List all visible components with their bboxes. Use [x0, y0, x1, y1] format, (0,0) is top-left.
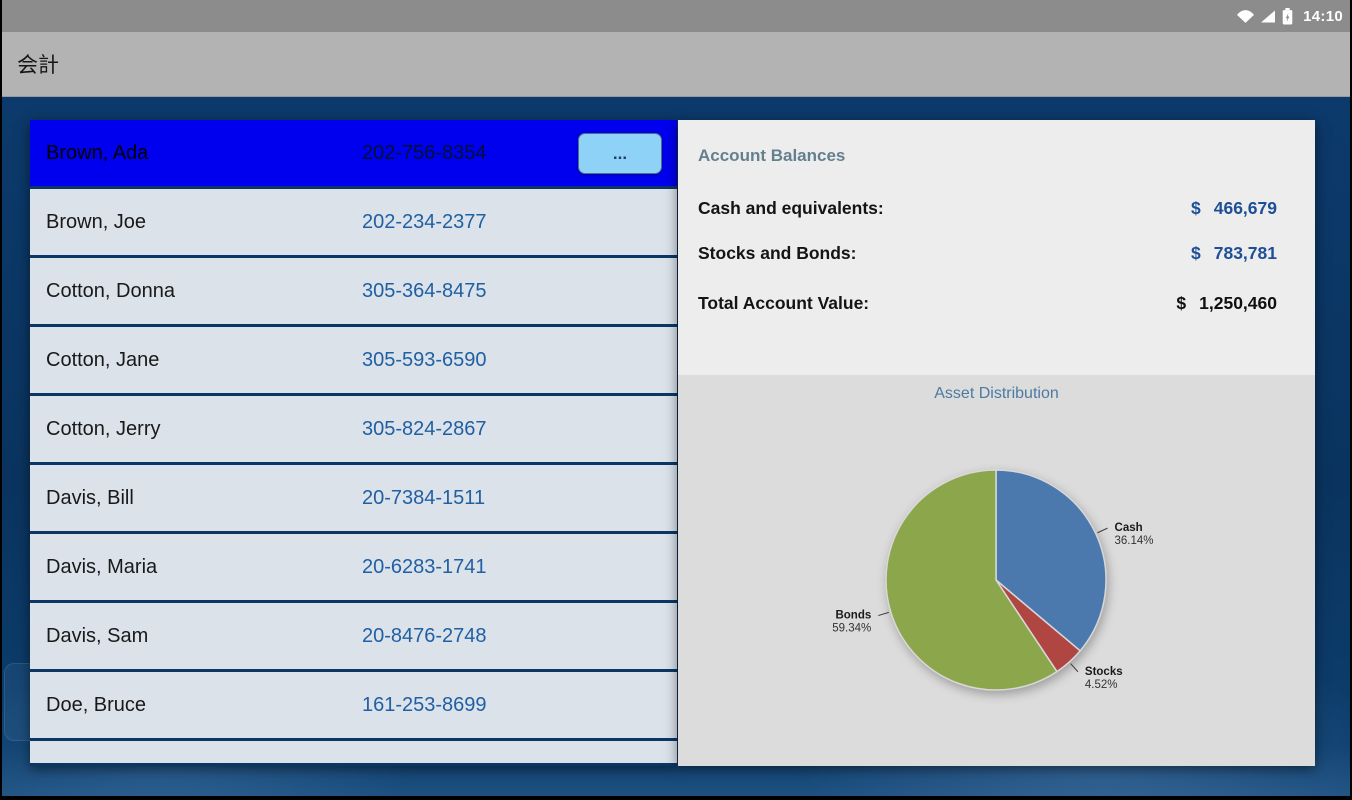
status-bar: 14:10 — [0, 0, 1352, 32]
account-balances-section: Account Balances Cash and equivalents: $… — [678, 120, 1315, 375]
pie-callout-line — [1070, 663, 1079, 673]
contact-list: Brown, Ada 202-756-8354 ... Brown, Joe 2… — [30, 120, 677, 766]
contact-name: Doe, Bruce — [46, 694, 147, 716]
balance-label: Stocks and Bonds: — [698, 243, 857, 263]
contact-name: Cotton, Jerry — [46, 418, 161, 440]
wifi-icon — [1237, 9, 1255, 23]
contact-row[interactable]: Davis, Sam 20-8476-2748 — [30, 603, 677, 672]
cellular-signal-icon — [1261, 10, 1276, 23]
account-panel: Account Balances Cash and equivalents: $… — [678, 120, 1315, 766]
balance-row-stocks-bonds: Stocks and Bonds: $783,781 — [698, 243, 1277, 264]
contact-row[interactable]: Brown, Ada 202-756-8354 ... — [30, 120, 677, 189]
battery-charging-icon — [1282, 7, 1293, 25]
contact-name: Davis, Sam — [46, 625, 149, 647]
contact-phone: 20-7384-1511 — [362, 487, 486, 509]
content-area: Brown, Ada 202-756-8354 ... Brown, Joe 2… — [0, 97, 1352, 800]
pie-chart: Cash 36.14% Stocks 4.52% Bonds 59.34% — [832, 469, 1154, 691]
contact-row[interactable]: Davis, Maria 20-6283-1741 — [30, 534, 677, 603]
pie-callout-line — [1097, 527, 1108, 534]
amount: 783,781 — [1213, 243, 1277, 263]
asset-distribution-section: Asset Distribution Cash 36.14% Stocks 4.52%… — [678, 375, 1315, 766]
contact-name: Brown, Joe — [46, 211, 147, 233]
balance-value: $466,679 — [1191, 198, 1277, 219]
contact-row[interactable]: Cotton, Jane 305-593-6590 — [30, 327, 677, 396]
pie-slice-bonds — [885, 469, 1058, 691]
balance-value: $783,781 — [1191, 243, 1277, 264]
contact-name: Brown, Ada — [46, 142, 149, 164]
chart-title: Asset Distribution — [934, 385, 1059, 402]
contact-row[interactable]: Cotton, Jerry 305-824-2867 — [30, 396, 677, 465]
pie-label-bonds: Bonds 59.34% — [832, 610, 871, 635]
contact-phone: 20-6283-1741 — [362, 556, 487, 578]
contact-phone: 202-756-8354 — [362, 142, 487, 164]
amount: 466,679 — [1213, 198, 1277, 218]
pie-label-stocks: Stocks 4.52% — [1085, 666, 1123, 691]
contact-row[interactable]: Doe, Bruce 161-253-8699 — [30, 672, 677, 741]
balance-label: Total Account Value: — [698, 293, 870, 313]
contact-row[interactable]: Davis, Bill 20-7384-1511 — [30, 465, 677, 534]
contact-phone: 161-253-8699 — [362, 694, 487, 716]
pie-label-cash: Cash 36.14% — [1115, 522, 1154, 547]
balance-label: Cash and equivalents: — [698, 198, 884, 218]
balance-row-total: Total Account Value: $1,250,460 — [698, 293, 1277, 314]
currency-symbol: $ — [1176, 293, 1187, 313]
contact-phone: 305-824-2867 — [362, 418, 487, 440]
contact-name: Cotton, Donna — [46, 280, 175, 302]
contact-name: Davis, Bill — [46, 487, 134, 509]
contact-name: Cotton, Jane — [46, 349, 160, 371]
pie-callout-line — [878, 611, 889, 617]
contact-row[interactable]: Cotton, Donna 305-364-8475 — [30, 258, 677, 327]
contact-row[interactable]: Brown, Joe 202-234-2377 — [30, 189, 677, 258]
contact-phone: 305-364-8475 — [362, 280, 487, 302]
app-title: 会計 — [17, 54, 59, 77]
contact-phone: 20-8476-2748 — [362, 625, 487, 647]
pie-slice-cash — [995, 469, 1107, 652]
currency-symbol: $ — [1191, 198, 1201, 218]
balance-row-cash: Cash and equivalents: $466,679 — [698, 198, 1277, 219]
contact-phone: 202-234-2377 — [362, 211, 487, 233]
app-bar: 会計 — [0, 32, 1352, 97]
contact-name: Davis, Maria — [46, 556, 158, 578]
balance-value: $1,250,460 — [1176, 293, 1277, 314]
contact-phone: 305-593-6590 — [362, 349, 487, 371]
account-balances-header: Account Balances — [698, 146, 846, 165]
row-more-button[interactable]: ... — [578, 133, 662, 174]
status-clock: 14:10 — [1303, 7, 1343, 25]
contact-row-partial[interactable] — [30, 741, 677, 766]
currency-symbol: $ — [1191, 243, 1201, 263]
amount: 1,250,460 — [1199, 293, 1277, 313]
